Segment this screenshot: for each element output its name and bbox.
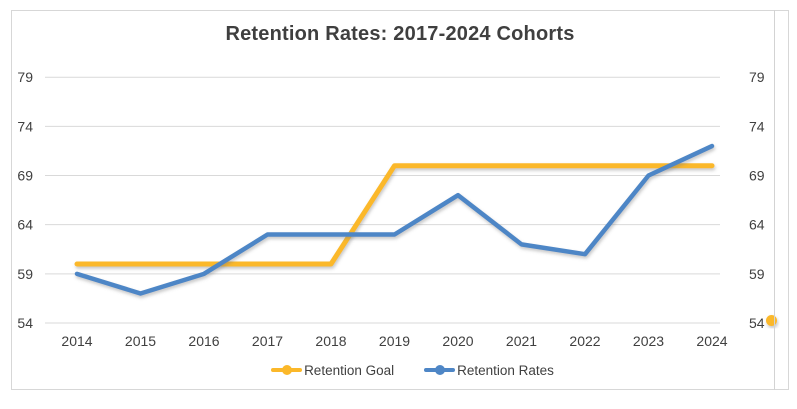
legend-label: Retention Goal bbox=[304, 362, 395, 378]
chart-legend: Retention Goal Retention Rates bbox=[14, 360, 797, 380]
y-axis-tick-left: 64 bbox=[17, 217, 33, 233]
x-axis-tick: 2022 bbox=[569, 333, 600, 349]
x-axis-tick: 2020 bbox=[442, 333, 473, 349]
y-axis-tick-right: 59 bbox=[749, 266, 765, 282]
x-axis-tick: 2024 bbox=[696, 333, 727, 349]
series-line-retention-rates bbox=[74, 143, 715, 296]
x-axis-tick: 2016 bbox=[188, 333, 219, 349]
legend-marker-dot bbox=[434, 365, 445, 375]
y-axis-tick-right: 64 bbox=[749, 217, 765, 233]
x-axis-tick: 2015 bbox=[125, 333, 156, 349]
legend-line-marker-icon bbox=[271, 364, 303, 376]
y-axis-tick-left: 69 bbox=[17, 168, 33, 184]
legend-item-retention-goal[interactable]: Retention Goal bbox=[271, 363, 394, 378]
chart-title: Retention Rates: 2017-2024 Cohorts bbox=[225, 23, 575, 45]
x-axis-tick: 2019 bbox=[379, 333, 410, 349]
y-axis-tick-left: 79 bbox=[17, 69, 33, 85]
x-axis-tick: 2021 bbox=[506, 333, 537, 349]
y-axis-tick-right: 79 bbox=[749, 69, 765, 85]
y-axis-tick-right: 74 bbox=[749, 118, 765, 134]
series-line-retention-goal bbox=[74, 163, 715, 267]
y-axis-tick-left: 54 bbox=[17, 315, 33, 331]
legend-item-retention-rates[interactable]: Retention Rates bbox=[424, 363, 554, 378]
x-axis-tick: 2017 bbox=[252, 333, 283, 349]
y-axis-tick-right: 69 bbox=[749, 168, 765, 184]
y-axis-tick-left: 59 bbox=[17, 266, 33, 282]
y-axis-tick-left: 74 bbox=[17, 118, 33, 134]
x-axis-tick: 2014 bbox=[61, 333, 92, 349]
legend-label: Retention Rates bbox=[457, 362, 554, 378]
x-axis-tick: 2023 bbox=[633, 333, 664, 349]
y-axis-tick-right: 54 bbox=[749, 315, 765, 331]
legend-line-marker-icon bbox=[424, 364, 456, 376]
x-axis-tick: 2018 bbox=[315, 333, 346, 349]
clipped-edge-point bbox=[766, 315, 777, 326]
legend-marker-dot bbox=[281, 365, 292, 375]
chart-frame bbox=[11, 10, 789, 390]
